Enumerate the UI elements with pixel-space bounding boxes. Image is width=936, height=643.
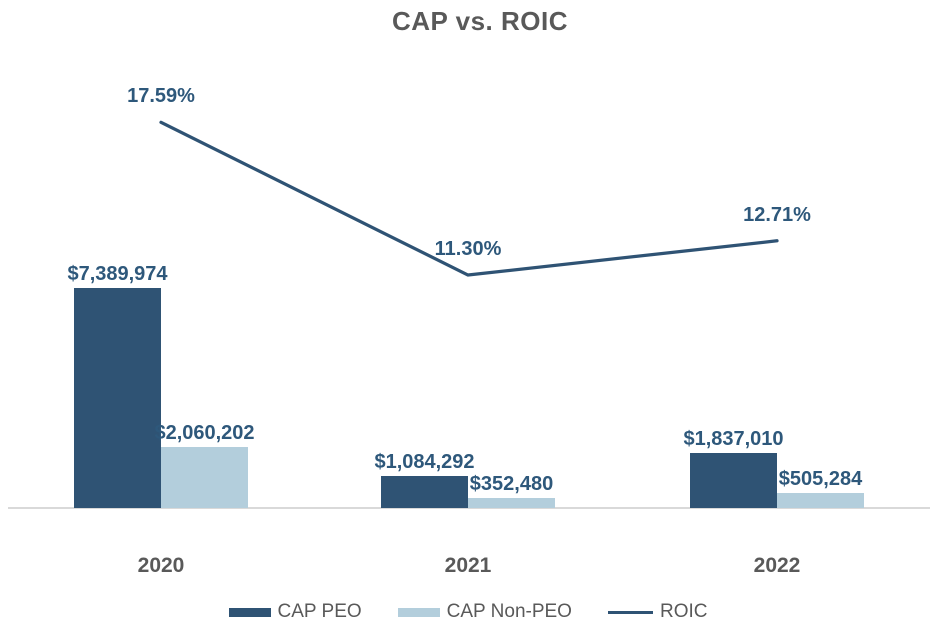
legend: CAP PEO CAP Non-PEO ROIC xyxy=(0,598,936,626)
legend-item-cap-non-peo: CAP Non-PEO xyxy=(397,601,572,623)
x-axis-label-2020: 2020 xyxy=(137,554,185,577)
bar-cap-non-peo-2020 xyxy=(161,446,248,508)
chart-title: CAP vs. ROIC xyxy=(391,6,568,36)
roic-label-2020: 17.59% xyxy=(127,85,195,108)
bar-cap-peo-2020 xyxy=(74,288,161,508)
legend-swatch-cap-non-peo-bar xyxy=(397,607,440,617)
legend-swatch-roic-line xyxy=(607,610,653,614)
x-axis-line xyxy=(8,507,930,509)
bar-cap-non-peo-2022 xyxy=(777,492,864,508)
roic-label-2021: 11.30% xyxy=(434,238,502,261)
legend-swatch-cap-peo-bar xyxy=(228,607,271,617)
roic-label-2022: 12.71% xyxy=(743,203,811,226)
bar-cap-peo-2021 xyxy=(381,475,468,508)
legend-label-cap-peo: CAP PEO xyxy=(277,601,362,622)
bar-label-cap-peo-2022: $1,837,010 xyxy=(683,428,784,451)
x-axis-label-2021: 2021 xyxy=(444,554,492,577)
x-axis-label-2022: 2022 xyxy=(753,554,801,577)
bar-label-cap-peo-2020: $7,389,974 xyxy=(67,263,168,285)
bar-cap-peo-2022 xyxy=(690,453,777,508)
bar-label-cap-non-peo-2020: $2,060,202 xyxy=(154,421,255,444)
legend-item-cap-peo: CAP PEO xyxy=(228,601,362,623)
legend-label-roic: ROIC xyxy=(659,601,708,622)
bar-label-cap-peo-2021: $1,084,292 xyxy=(374,450,475,473)
legend-label-cap-non-peo: CAP Non-PEO xyxy=(446,601,572,622)
bar-cap-non-peo-2021 xyxy=(468,497,555,508)
bar-label-cap-non-peo-2021: $352,480 xyxy=(469,472,554,495)
legend-item-roic: ROIC xyxy=(607,601,708,623)
bar-label-cap-non-peo-2022: $505,284 xyxy=(778,467,863,490)
